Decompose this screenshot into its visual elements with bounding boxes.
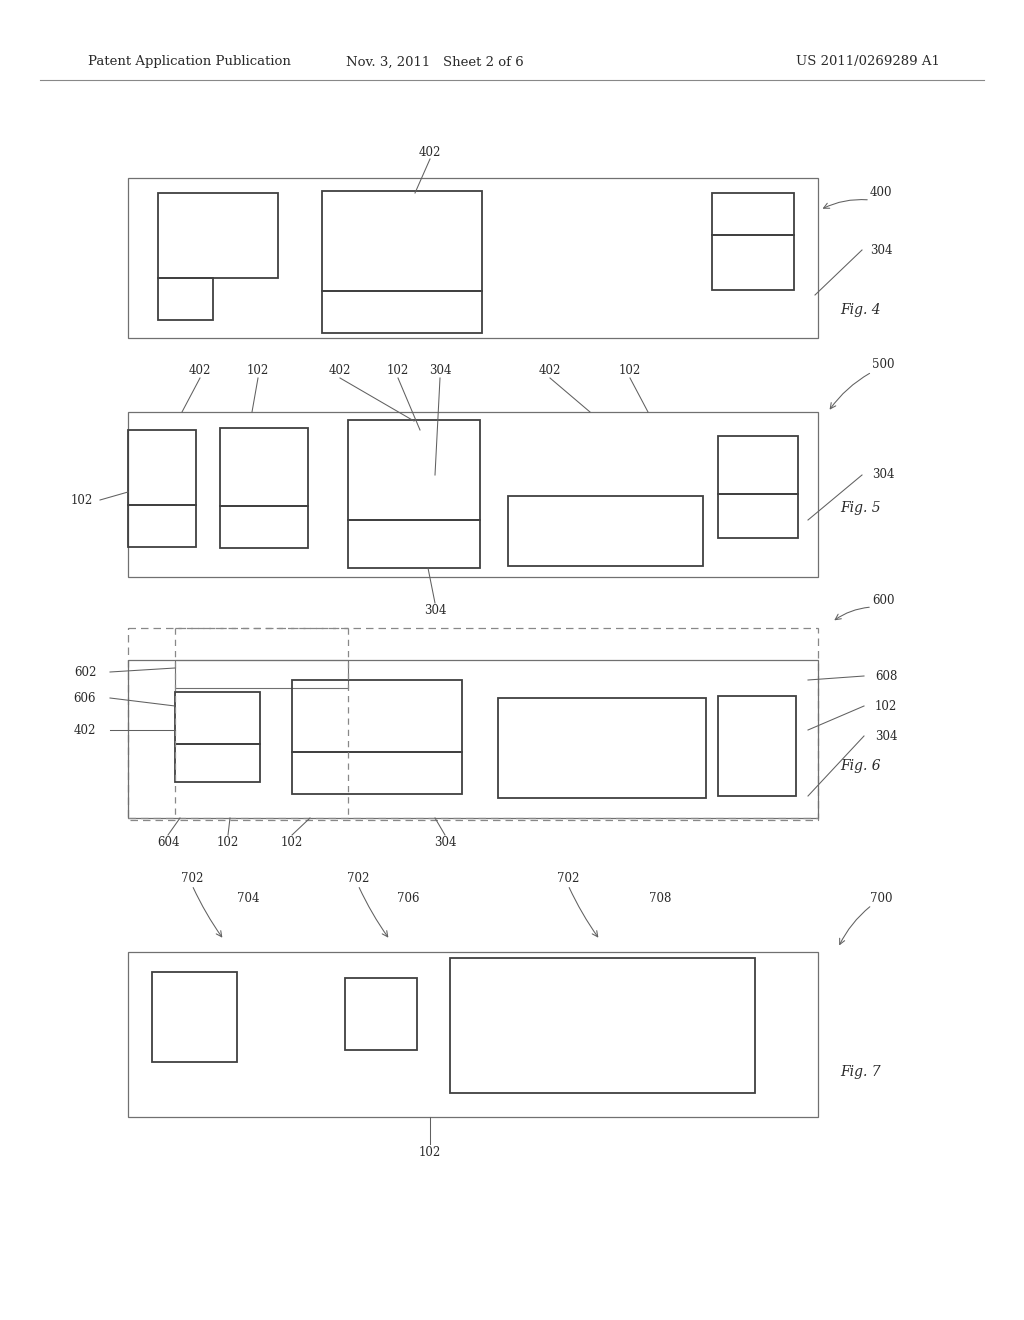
Text: Patent Application Publication: Patent Application Publication <box>88 55 291 69</box>
Text: 702: 702 <box>557 871 580 884</box>
Text: 606: 606 <box>74 692 96 705</box>
Bar <box>128 430 196 506</box>
Text: 102: 102 <box>247 363 269 376</box>
Bar <box>128 178 818 338</box>
Text: 304: 304 <box>424 603 446 616</box>
Text: 304: 304 <box>429 363 452 376</box>
Text: 702: 702 <box>347 871 370 884</box>
Bar <box>220 506 308 548</box>
Bar <box>322 191 482 290</box>
Bar <box>345 978 417 1049</box>
Bar <box>450 958 755 1093</box>
Bar <box>175 692 260 744</box>
Text: 704: 704 <box>237 891 259 904</box>
Text: 402: 402 <box>74 723 96 737</box>
Text: 102: 102 <box>387 363 410 376</box>
Text: 304: 304 <box>874 730 897 742</box>
Bar <box>292 680 462 752</box>
Bar <box>322 290 482 333</box>
Text: 102: 102 <box>419 1146 441 1159</box>
Bar <box>128 412 818 577</box>
Bar <box>718 696 796 796</box>
Bar <box>175 744 260 781</box>
Text: 600: 600 <box>872 594 895 606</box>
Text: 402: 402 <box>419 147 441 160</box>
Bar <box>712 235 794 290</box>
Text: 400: 400 <box>870 186 893 199</box>
Bar <box>128 506 196 546</box>
Bar <box>128 628 818 820</box>
Text: 304: 304 <box>870 243 893 256</box>
Bar <box>158 279 213 319</box>
Text: 304: 304 <box>434 836 457 849</box>
Text: 500: 500 <box>872 359 895 371</box>
Text: Fig. 7: Fig. 7 <box>840 1065 881 1078</box>
Text: 604: 604 <box>157 836 179 849</box>
Text: 708: 708 <box>649 891 671 904</box>
Text: 102: 102 <box>217 836 240 849</box>
Text: 102: 102 <box>281 836 303 849</box>
Text: Fig. 4: Fig. 4 <box>840 304 881 317</box>
Bar <box>718 494 798 539</box>
Bar <box>508 496 703 566</box>
Text: 402: 402 <box>329 363 351 376</box>
Text: Fig. 6: Fig. 6 <box>840 759 881 774</box>
Bar <box>498 698 706 799</box>
Text: 304: 304 <box>872 469 895 482</box>
Bar <box>292 752 462 795</box>
Text: 702: 702 <box>181 871 203 884</box>
Bar <box>158 193 278 279</box>
Bar <box>348 520 480 568</box>
Text: 608: 608 <box>874 669 897 682</box>
Bar <box>348 420 480 520</box>
Text: US 2011/0269289 A1: US 2011/0269289 A1 <box>796 55 940 69</box>
Bar <box>128 952 818 1117</box>
Text: 602: 602 <box>74 665 96 678</box>
Bar <box>152 972 237 1063</box>
Text: 102: 102 <box>874 700 897 713</box>
Bar <box>220 428 308 506</box>
Text: 706: 706 <box>396 891 419 904</box>
Text: Nov. 3, 2011   Sheet 2 of 6: Nov. 3, 2011 Sheet 2 of 6 <box>346 55 524 69</box>
Text: 700: 700 <box>870 891 893 904</box>
Text: 402: 402 <box>539 363 561 376</box>
Text: 102: 102 <box>618 363 641 376</box>
Bar <box>175 660 348 688</box>
Text: 402: 402 <box>188 363 211 376</box>
Bar <box>128 660 818 818</box>
Text: Fig. 5: Fig. 5 <box>840 502 881 515</box>
Bar <box>718 436 798 494</box>
Bar <box>712 193 794 235</box>
Text: 102: 102 <box>71 494 93 507</box>
